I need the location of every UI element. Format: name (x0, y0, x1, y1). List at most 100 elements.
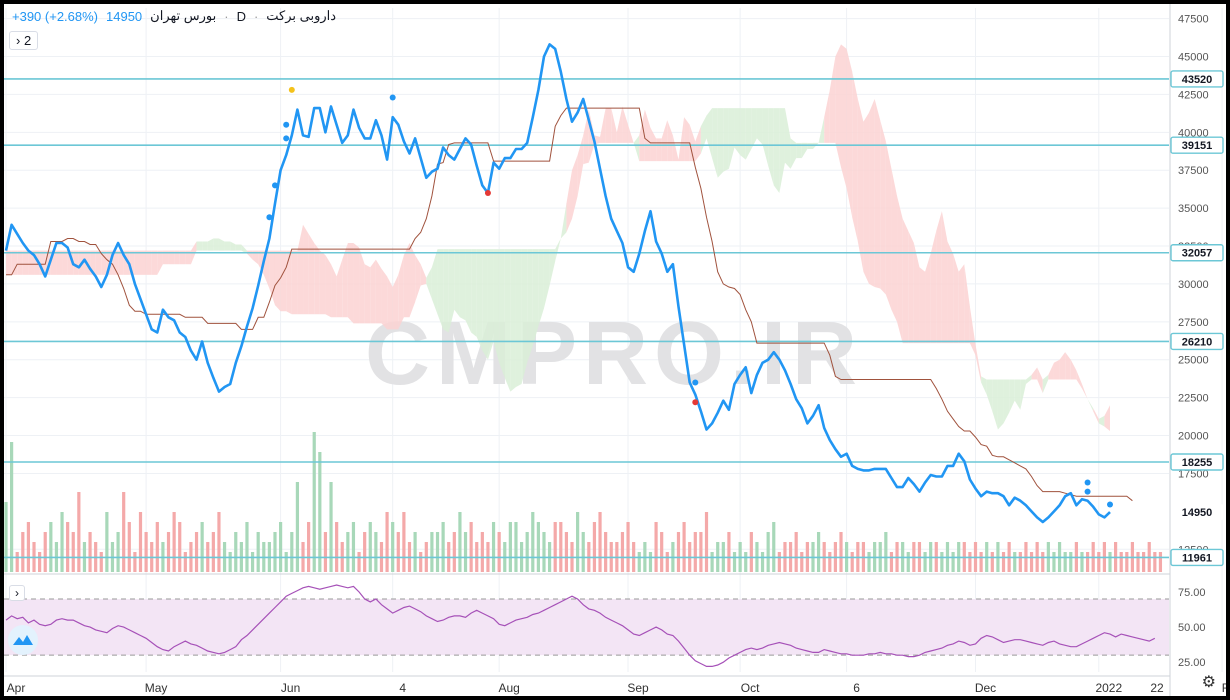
cloud-segment-129 (728, 108, 735, 169)
cloud-segment-141 (796, 142, 802, 159)
gear-icon[interactable]: ⚙ (1201, 674, 1216, 691)
cloud-segment-29 (168, 250, 175, 265)
y-tick-label-2: 42500 (1178, 89, 1209, 101)
volume-bar-157 (884, 532, 888, 572)
volume-bar-147 (828, 552, 832, 572)
volume-bar-151 (850, 552, 854, 572)
signal-marker-8 (692, 399, 699, 406)
cloud-segment-89 (504, 249, 511, 392)
cloud-segment-175 (986, 379, 993, 412)
cloud-segment-174 (981, 376, 987, 395)
cloud-segment-98 (555, 238, 561, 262)
cloud-segment-97 (549, 249, 556, 286)
signal-marker-10 (1084, 479, 1091, 486)
cloud-segment-47 (269, 250, 275, 306)
volume-bar-15 (88, 532, 92, 572)
volume-bar-20 (116, 532, 120, 572)
cloud-segment-179 (1009, 379, 1015, 413)
cloud-segment-111 (628, 124, 634, 143)
volume-bar-117 (660, 532, 664, 572)
volume-bar-99 (559, 522, 563, 572)
volume-bar-120 (676, 532, 681, 572)
cloud-segment-139 (784, 108, 791, 169)
cloud-segment-9 (56, 250, 63, 275)
volume-bar-106 (598, 512, 602, 572)
level-label-3: 26210 (1182, 336, 1213, 348)
cloud-segment-134 (756, 108, 763, 145)
volume-bar-54 (307, 522, 311, 572)
cloud-segment-68 (387, 276, 393, 330)
cloud-segment-116 (656, 138, 662, 162)
cloud-segment-178 (1003, 379, 1010, 424)
last-price-label: 14950 (1182, 507, 1213, 519)
cloud-segment-53 (303, 224, 309, 315)
cloud-segment-112 (633, 135, 640, 162)
volume-bar-123 (693, 532, 697, 572)
cloud-segment-75 (426, 267, 432, 300)
level-label-0: 43520 (1182, 74, 1213, 86)
volume-bar-197 (1108, 552, 1112, 572)
cloud-segment-192 (1081, 384, 1088, 400)
symbol-name[interactable]: داروبی برکت (266, 8, 337, 23)
cloud-segment-74 (420, 264, 427, 286)
cloud-segment-119 (672, 135, 679, 162)
rsi-tick-label-2: 25.00 (1178, 657, 1206, 669)
volume-bar-176 (990, 552, 994, 572)
signal-marker-4 (288, 86, 295, 93)
volume-bar-190 (1069, 552, 1073, 572)
volume-bar-32 (183, 552, 187, 572)
exchange-name: بورس تهران (150, 8, 217, 23)
cloud-segment-118 (667, 120, 673, 162)
cloud-segment-183 (1031, 367, 1038, 380)
rsi-pane-toggle[interactable]: › (9, 585, 25, 601)
cloud-segment-181 (1020, 379, 1026, 410)
volume-bar-138 (777, 552, 781, 572)
cloud-segment-54 (308, 233, 315, 315)
y-tick-label-11: 20000 (1178, 431, 1209, 443)
tradingview-logo-icon[interactable] (8, 625, 38, 655)
volume-bar-1 (10, 442, 14, 572)
volume-bar-102 (576, 512, 580, 572)
rsi-tick-label-1: 50.00 (1178, 622, 1206, 634)
volume-bar-141 (794, 532, 798, 572)
signal-marker-6 (484, 189, 491, 196)
volume-bar-113 (637, 552, 641, 572)
cloud-segment-140 (790, 138, 797, 169)
x-tick-label-7: 6 (853, 681, 860, 695)
cloud-segment-172 (969, 306, 976, 356)
volume-bar-195 (1097, 552, 1101, 572)
cloud-segment-67 (381, 268, 388, 330)
y-tick-label-7: 30000 (1178, 279, 1209, 291)
signal-marker-5 (389, 94, 396, 101)
cloud-segment-57 (325, 255, 332, 318)
cloud-segment-121 (684, 117, 690, 162)
cloud-segment-70 (398, 255, 404, 330)
volume-bar-130 (732, 552, 737, 572)
volume-bar-51 (290, 532, 294, 572)
cloud-segment-76 (431, 249, 438, 315)
cloud-segment-159 (897, 196, 903, 344)
indicators-collapse-button[interactable]: › 2 (9, 31, 39, 50)
cloud-segment-110 (622, 106, 629, 143)
cloud-segment-38 (218, 238, 225, 251)
chart-canvas[interactable]: CMPRO.IR47500450004250040000375003500032… (4, 4, 1226, 696)
cloud-segment-56 (319, 250, 326, 315)
last-price-label-box (1171, 504, 1223, 521)
cloud-segment-94 (532, 249, 539, 347)
cloud-segment-61 (347, 243, 354, 324)
x-tick-label-1: May (145, 681, 168, 695)
cloud-segment-173 (975, 344, 982, 383)
cloud-segment-88 (499, 249, 505, 378)
header-separator-2: · (253, 8, 259, 24)
volume-bar-118 (665, 552, 669, 572)
cloud-segment-153 (863, 112, 870, 284)
cloud-segment-107 (605, 108, 612, 143)
volume-bar-76 (430, 532, 434, 572)
cloud-segment-177 (997, 379, 1004, 430)
interval-label[interactable]: D (236, 8, 246, 24)
rsi-tick-label-0: 75.00 (1178, 587, 1206, 599)
volume-bar-96 (542, 532, 546, 572)
volume-bar-192 (1080, 552, 1084, 572)
cloud-segment-137 (773, 108, 780, 193)
volume-bar-2 (15, 552, 19, 572)
